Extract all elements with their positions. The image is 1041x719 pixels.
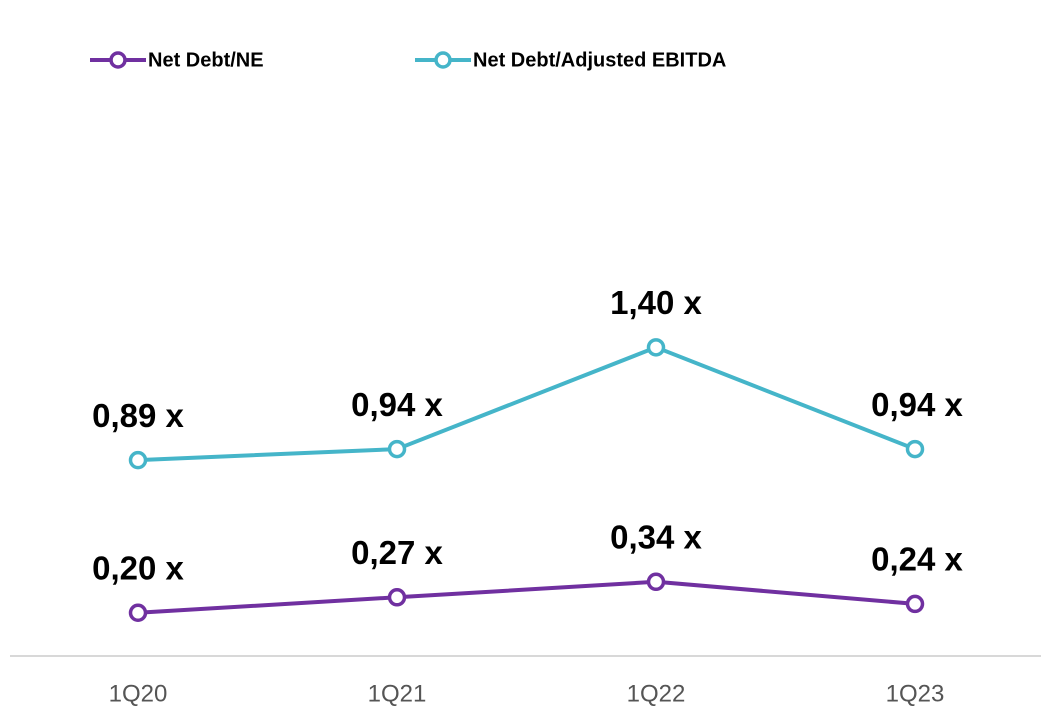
data-point (387, 439, 407, 459)
data-point (905, 439, 925, 459)
x-tick-label: 1Q20 (109, 680, 168, 707)
data-label: 1,40 x (610, 284, 702, 321)
legend-label: Net Debt/Adjusted EBITDA (473, 49, 726, 71)
data-label: 0,20 x (92, 549, 184, 586)
legend-marker (434, 51, 452, 69)
data-label: 0,94 x (351, 386, 443, 423)
series-line (137, 345, 916, 463)
data-label: 0,34 x (610, 519, 702, 556)
data-point (905, 594, 925, 614)
data-label: 0,89 x (92, 397, 184, 434)
x-tick-label: 1Q22 (627, 680, 686, 707)
series-line (137, 579, 916, 615)
x-tick-label: 1Q23 (886, 680, 945, 707)
data-point (387, 588, 407, 607)
legend-label: Net Debt/NE (148, 49, 264, 71)
data-label: 0,94 x (871, 386, 963, 423)
data-point (128, 603, 148, 623)
legend-marker (109, 51, 127, 69)
data-point (128, 450, 148, 470)
data-label: 0,27 x (351, 534, 443, 571)
data-label: 0,24 x (871, 541, 963, 578)
x-tick-label: 1Q21 (368, 680, 427, 707)
data-point (646, 338, 666, 357)
data-point (646, 572, 666, 592)
